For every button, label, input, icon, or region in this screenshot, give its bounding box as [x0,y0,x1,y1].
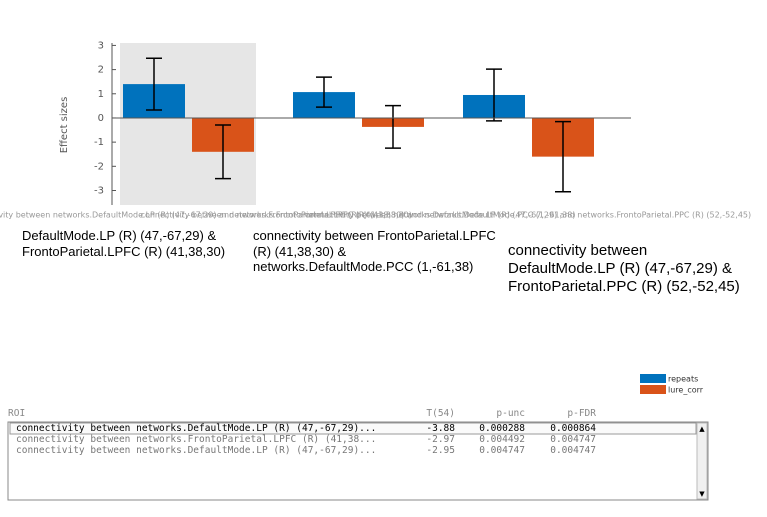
y-tick-label: -1 [94,137,104,148]
legend-swatch [640,385,666,394]
error-bar [385,104,401,149]
x-tick-label: connectivity between networks.DefaultMod… [305,211,751,220]
selected-row [9,422,697,435]
table-cell: 0.004492 [479,434,525,445]
table-cell: -3.88 [426,423,455,434]
y-axis-label: Effect sizes [59,97,70,154]
y-tick-label: -2 [94,161,104,172]
scroll-up[interactable]: ▲ [699,425,705,433]
error-bar [316,76,332,108]
table-cell: -2.95 [426,445,455,456]
annotation: connectivity between DefaultMode.LP (R) … [508,242,740,295]
table-cell: 0.000864 [550,423,596,434]
error-bar [215,124,231,180]
y-tick-label: 0 [98,113,104,124]
table-cell: connectivity between networks.DefaultMod… [16,445,377,456]
scroll-down[interactable]: ▼ [699,490,705,498]
y-tick-label: -3 [94,185,104,196]
legend-swatch [640,374,666,383]
table-cell: -2.97 [426,434,455,445]
annotation: DefaultMode.LP (R) (47,-67,29) & FrontoP… [22,228,226,259]
error-bar [555,120,571,193]
annotation: connectivity between FrontoParietal.LPFC… [253,228,496,275]
table-header: p-FDR [567,408,596,419]
table-cell: 0.004747 [550,445,596,456]
y-tick-label: 1 [98,89,104,100]
legend-label: lure_corr [668,386,704,395]
table-header: T(54) [426,408,455,419]
table-cell: connectivity between networks.FrontoPari… [16,434,377,445]
y-tick-label: 3 [98,40,104,51]
table-box [7,421,709,501]
table-cell: connectivity between networks.DefaultMod… [16,423,377,434]
error-bar [146,57,162,111]
table-header: ROI [8,408,26,419]
x-tick-label: connectivity between networks.DefaultMod… [0,211,412,220]
table-cell: 0.000288 [479,423,525,434]
scrollbar[interactable] [696,422,708,500]
table-header: p-unc [496,408,525,419]
error-bar [486,68,502,122]
table-cell: 0.004747 [550,434,596,445]
x-tick-label: connectivity between networks.FrontoPari… [141,211,576,220]
legend-label: repeats [668,375,698,384]
y-tick-label: 2 [98,65,104,76]
table-cell: 0.004747 [479,445,525,456]
